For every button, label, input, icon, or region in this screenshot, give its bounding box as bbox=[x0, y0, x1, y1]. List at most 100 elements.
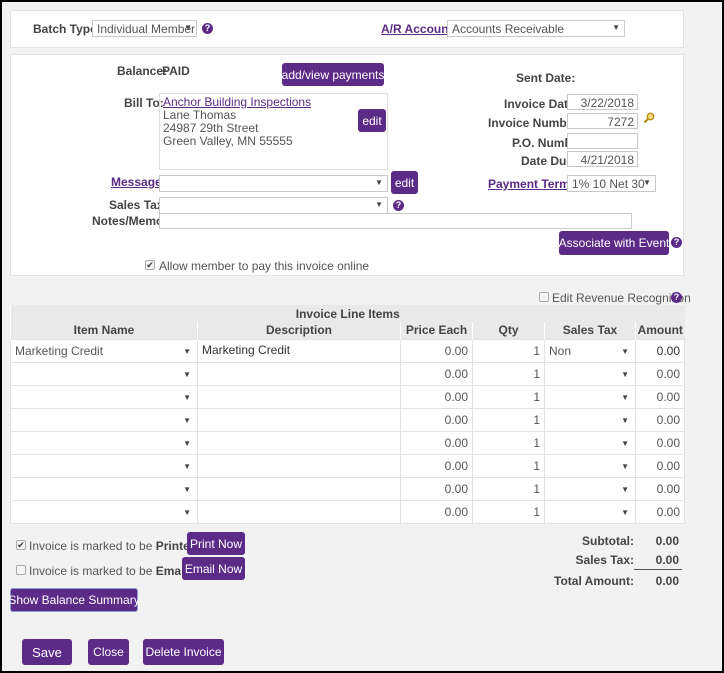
help-icon[interactable]: ? bbox=[671, 237, 682, 248]
balance-label: Balance: bbox=[117, 64, 168, 78]
date-due-input[interactable]: 4/21/2018 bbox=[567, 151, 638, 167]
balance-value: PAID bbox=[162, 64, 190, 78]
chevron-down-icon: ▼ bbox=[183, 369, 191, 379]
qty-input[interactable]: 1 bbox=[472, 361, 545, 386]
qty-input[interactable]: 1 bbox=[472, 338, 545, 363]
item-select[interactable]: ▼ bbox=[10, 407, 198, 432]
item-select[interactable]: ▼ bbox=[10, 361, 198, 386]
emailed-checkbox[interactable] bbox=[16, 565, 26, 575]
price-input[interactable]: 0.00 bbox=[400, 407, 473, 432]
ar-account-link[interactable]: A/R Account bbox=[381, 22, 453, 36]
add-view-payments-button[interactable]: add/view payments bbox=[282, 63, 384, 86]
chevron-down-icon: ▼ bbox=[621, 461, 629, 471]
help-icon[interactable]: ? bbox=[671, 292, 682, 303]
description-input[interactable] bbox=[197, 476, 401, 501]
sent-date-label: Sent Date: bbox=[516, 71, 576, 85]
tax-select[interactable]: ▼ bbox=[544, 361, 636, 386]
save-button[interactable]: Save bbox=[22, 639, 72, 665]
associate-event-button[interactable]: Associate with Event bbox=[559, 231, 669, 255]
ar-account-select[interactable]: Accounts Receivable ▼ bbox=[447, 20, 625, 37]
chevron-down-icon: ▼ bbox=[183, 461, 191, 471]
item-select[interactable]: ▼ bbox=[10, 476, 198, 501]
tax-select[interactable]: ▼ bbox=[544, 476, 636, 501]
print-now-button[interactable]: Print Now bbox=[187, 532, 245, 555]
item-select[interactable]: ▼ bbox=[10, 453, 198, 478]
bill-to-street: 24987 29th Street bbox=[163, 121, 259, 135]
amount-value: 0.00 bbox=[634, 407, 686, 432]
qty-input[interactable]: 1 bbox=[472, 407, 545, 432]
price-input[interactable]: 0.00 bbox=[400, 384, 473, 409]
message-link[interactable]: Message bbox=[111, 175, 162, 189]
chevron-down-icon: ▼ bbox=[621, 484, 629, 494]
tax-select[interactable]: ▼ bbox=[544, 499, 636, 524]
price-input[interactable]: 0.00 bbox=[400, 499, 473, 524]
tax-select[interactable]: Non ▼ bbox=[544, 338, 636, 363]
description-input[interactable]: Marketing Credit bbox=[197, 338, 401, 363]
show-balance-summary-button[interactable]: Show Balance Summary bbox=[8, 588, 140, 612]
emailed-label: Invoice is marked to be Emailed bbox=[29, 564, 202, 578]
chevron-down-icon: ▼ bbox=[183, 415, 191, 425]
tax-select[interactable]: ▼ bbox=[544, 384, 636, 409]
item-select[interactable]: ▼ bbox=[10, 430, 198, 455]
line-items-table: Invoice Line Items Item Name Description… bbox=[9, 305, 686, 524]
price-input[interactable]: 0.00 bbox=[400, 453, 473, 478]
message-edit-button[interactable]: edit bbox=[391, 171, 418, 194]
payment-terms-select[interactable]: 1% 10 Net 30 ▼ bbox=[567, 175, 656, 192]
chevron-down-icon: ▼ bbox=[643, 178, 651, 187]
bill-to-company-link[interactable]: Anchor Building Inspections bbox=[163, 95, 312, 109]
table-row: Marketing Credit ▼ Marketing Credit 0.00 … bbox=[10, 338, 686, 363]
price-input[interactable]: 0.00 bbox=[400, 476, 473, 501]
description-input[interactable] bbox=[197, 430, 401, 455]
table-row: ▼ 0.00 1 ▼ 0.00 bbox=[10, 384, 686, 409]
delete-invoice-button[interactable]: Delete Invoice bbox=[143, 639, 224, 665]
payment-terms-link[interactable]: Payment Terms bbox=[488, 177, 577, 191]
qty-input[interactable]: 1 bbox=[472, 430, 545, 455]
description-input[interactable] bbox=[197, 384, 401, 409]
description-input[interactable] bbox=[197, 453, 401, 478]
batch-type-select[interactable]: Individual Member ▼ bbox=[92, 20, 197, 37]
col-description: Description bbox=[197, 322, 401, 339]
allow-online-checkbox[interactable]: ✔ bbox=[145, 260, 155, 270]
table-row: ▼ 0.00 1 ▼ 0.00 bbox=[10, 361, 686, 386]
help-icon[interactable]: ? bbox=[202, 23, 213, 34]
message-select[interactable]: ▼ bbox=[159, 175, 388, 192]
lookup-icon[interactable] bbox=[643, 112, 655, 124]
amount-value: 0.00 bbox=[634, 499, 686, 524]
item-select[interactable]: ▼ bbox=[10, 499, 198, 524]
item-select[interactable]: ▼ bbox=[10, 384, 198, 409]
tax-select[interactable]: ▼ bbox=[544, 430, 636, 455]
invoice-date-input[interactable]: 3/22/2018 bbox=[567, 94, 638, 110]
item-select[interactable]: Marketing Credit ▼ bbox=[10, 338, 198, 363]
bill-to-edit-button[interactable]: edit bbox=[358, 109, 386, 132]
description-input[interactable] bbox=[197, 407, 401, 432]
qty-input[interactable]: 1 bbox=[472, 453, 545, 478]
printed-checkbox[interactable]: ✔ bbox=[16, 540, 26, 550]
chevron-down-icon: ▼ bbox=[183, 392, 191, 402]
price-input[interactable]: 0.00 bbox=[400, 361, 473, 386]
chevron-down-icon: ▼ bbox=[621, 369, 629, 379]
description-input[interactable] bbox=[197, 361, 401, 386]
description-input[interactable] bbox=[197, 499, 401, 524]
po-number-input[interactable] bbox=[567, 133, 638, 149]
close-button[interactable]: Close bbox=[88, 639, 129, 665]
notes-input[interactable] bbox=[159, 213, 632, 229]
price-input[interactable]: 0.00 bbox=[400, 338, 473, 363]
edit-revenue-checkbox[interactable] bbox=[539, 292, 549, 302]
qty-input[interactable]: 1 bbox=[472, 384, 545, 409]
sales-tax-select[interactable]: ▼ bbox=[159, 197, 388, 214]
invoice-date-label: Invoice Date: bbox=[504, 97, 579, 111]
batch-type-value: Individual Member bbox=[97, 22, 196, 36]
price-input[interactable]: 0.00 bbox=[400, 430, 473, 455]
email-now-button[interactable]: Email Now bbox=[182, 557, 245, 580]
invoice-number-input[interactable]: 7272 bbox=[567, 113, 638, 129]
tax-value: Non bbox=[549, 343, 572, 358]
tax-select[interactable]: ▼ bbox=[544, 453, 636, 478]
line-items-title: Invoice Line Items bbox=[9, 305, 685, 322]
tax-select[interactable]: ▼ bbox=[544, 407, 636, 432]
qty-input[interactable]: 1 bbox=[472, 476, 545, 501]
printed-word: Printed bbox=[155, 539, 198, 553]
qty-input[interactable]: 1 bbox=[472, 499, 545, 524]
amount-value: 0.00 bbox=[634, 476, 686, 501]
help-icon[interactable]: ? bbox=[393, 200, 404, 211]
table-row: ▼ 0.00 1 ▼ 0.00 bbox=[10, 476, 686, 501]
